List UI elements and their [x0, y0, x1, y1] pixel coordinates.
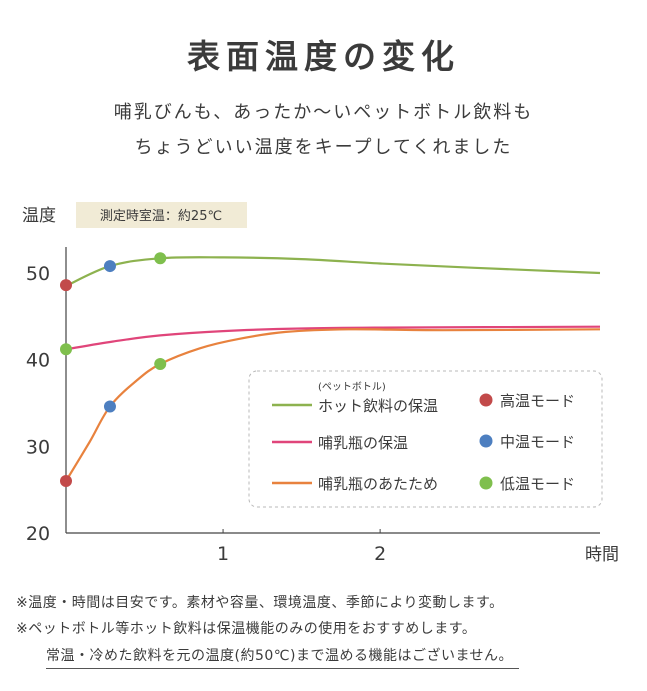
legend-marker [479, 434, 493, 448]
note-line-2: ※ペットボトル等ホット飲料は保温機能のみの使用をおすすめします。 [16, 621, 477, 637]
data-point-mid [103, 400, 116, 413]
data-point-high [60, 475, 72, 487]
x-tick-label: 1 [217, 543, 229, 565]
note-line-1: ※温度・時間は目安です。素材や容量、環境温度、季節により変動します。 [16, 595, 504, 611]
legend-mode-label: 高温モード [500, 392, 575, 410]
x-axis-label: 時間 [585, 545, 619, 565]
legend-box [248, 370, 603, 508]
legend-marker [479, 393, 493, 407]
temperature-chart: 温度 測定時室温：約25℃ 20 30 40 50 1 2 時間 (ペットボトル) ホット飲料の保温… [22, 202, 619, 565]
data-point-low [154, 358, 167, 370]
x-tick-label: 2 [374, 543, 386, 565]
room-temp-note-bg [76, 202, 247, 228]
legend-label-prefix: (ペットボトル) [318, 381, 386, 393]
data-point-low [60, 343, 72, 356]
series-line-hot-drink [65, 256, 601, 288]
note-line-3: 常温・冷めた飲料を元の温度(約50℃)まで温める機能はございません。 [46, 644, 520, 669]
y-axis-label: 温度 [22, 206, 56, 226]
room-temp-note: 測定時室温：約25℃ [100, 208, 222, 224]
y-tick-label: 30 [26, 436, 50, 458]
subtitle-line-2: ちょうどいい温度をキープしてくれました [134, 137, 513, 158]
page-title: 表面温度の変化 [187, 37, 460, 76]
legend-label: 哺乳瓶の保温 [318, 434, 408, 452]
y-tick-label: 50 [26, 263, 50, 285]
data-point-mid [103, 260, 116, 273]
y-tick-label: 40 [26, 350, 50, 372]
series-line-bottle-keep-warm [65, 325, 601, 351]
legend-mode-label: 低温モード [500, 475, 575, 493]
legend-marker [479, 476, 493, 490]
legend-mode-label: 中温モード [500, 433, 575, 451]
legend-label: 哺乳瓶のあたため [318, 475, 438, 493]
data-point-high [60, 279, 72, 292]
data-point-low [154, 252, 167, 265]
footnotes: ※温度・時間は目安です。素材や容量、環境温度、季節により変動します。 ※ペットボ… [16, 590, 636, 669]
subtitle-line-1: 哺乳びんも、あったか～いペットボトル飲料も [113, 102, 534, 123]
legend-label: ホット飲料の保温 [318, 397, 438, 415]
y-tick-label: 20 [26, 523, 50, 545]
